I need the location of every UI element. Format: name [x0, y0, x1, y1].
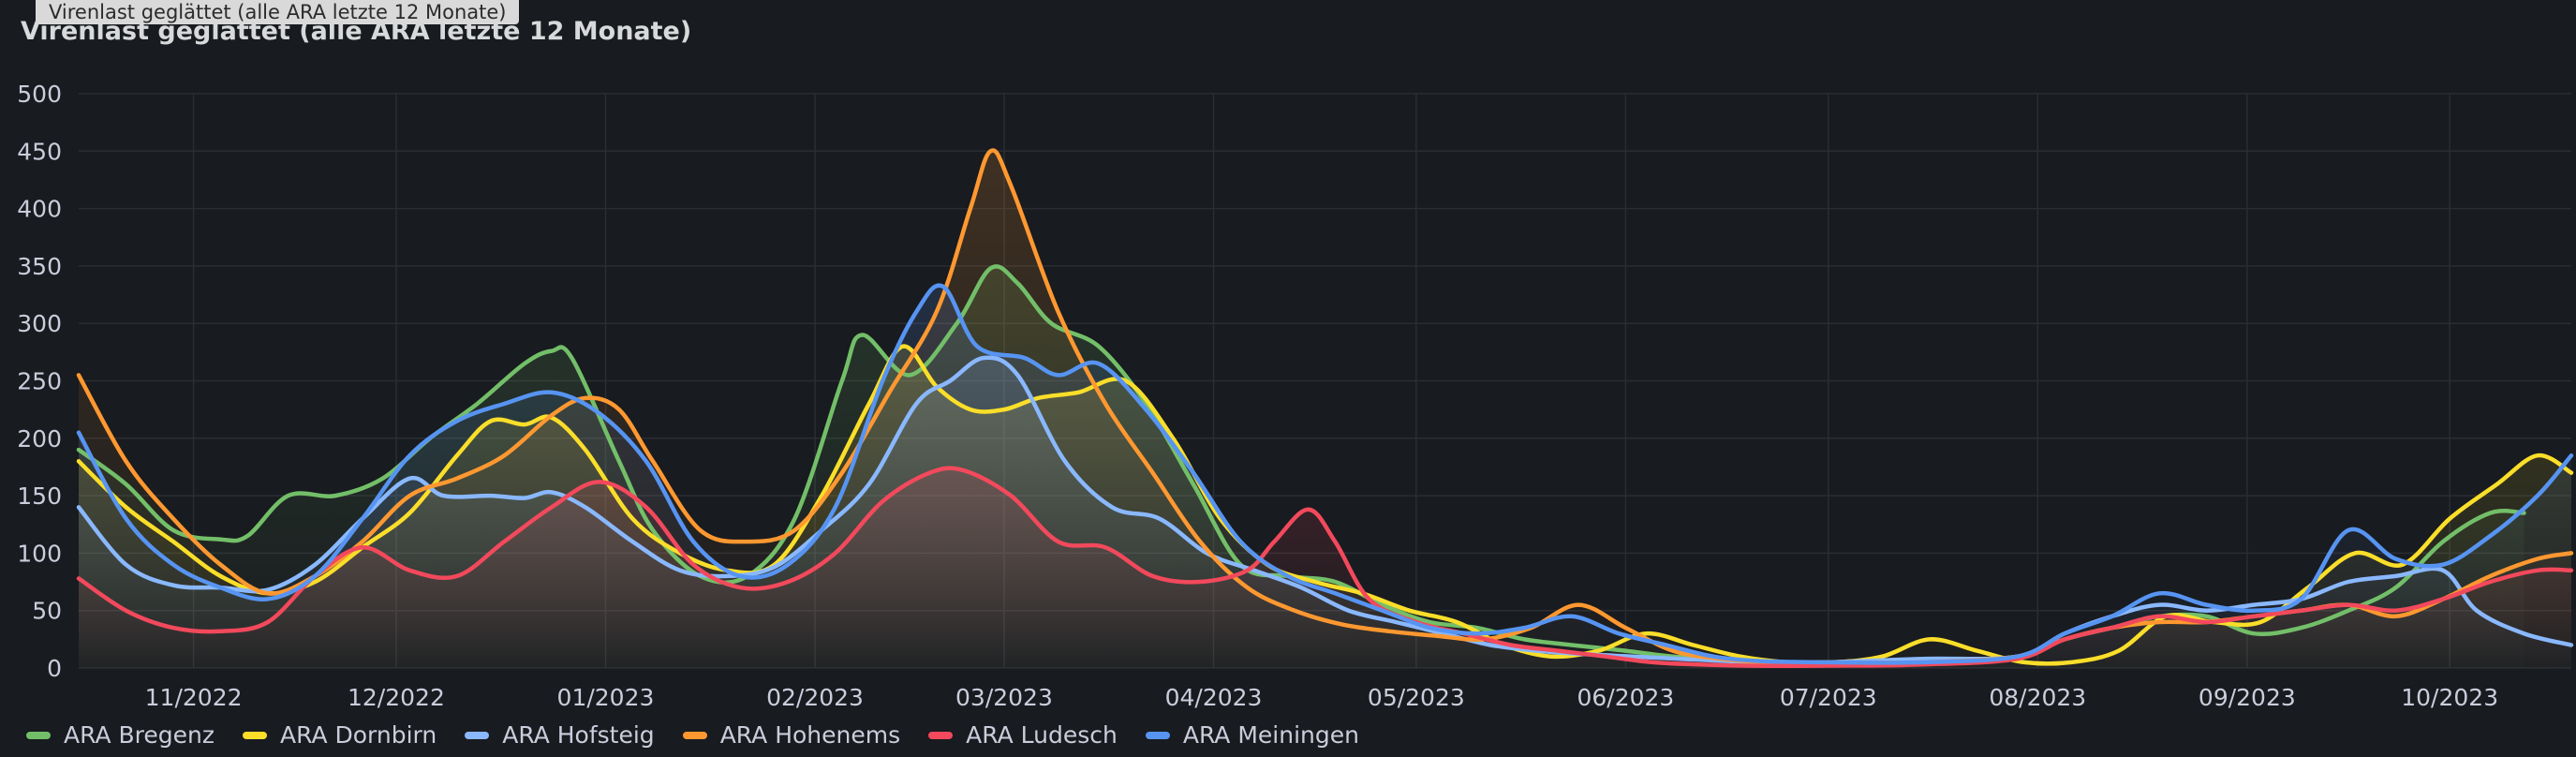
x-tick-4: 03/2023 — [955, 684, 1053, 711]
x-tick-2: 01/2023 — [557, 684, 655, 711]
legend-label-5: ARA Meiningen — [1182, 721, 1359, 749]
y-tick-3: 150 — [17, 482, 62, 510]
y-tick-1: 50 — [32, 598, 62, 625]
y-tick-6: 300 — [17, 310, 62, 337]
x-tick-9: 08/2023 — [1989, 684, 2086, 711]
legend-swatch-4 — [928, 731, 954, 739]
x-tick-6: 05/2023 — [1368, 684, 1465, 711]
line-chart[interactable]: 0 50 100 150 200 250 300 350 400 450 500 11/2022 12… — [0, 0, 2576, 721]
legend-label-2: ARA Hofsteig — [502, 721, 655, 749]
y-tick-5: 250 — [17, 368, 62, 395]
legend-item-2[interactable]: ARA Hofsteig — [465, 721, 655, 749]
legend-item-3[interactable]: ARA Hohenems — [682, 721, 901, 749]
y-axis-ticks: 0 50 100 150 200 250 300 350 400 450 500 — [17, 81, 62, 682]
x-tick-3: 02/2023 — [766, 684, 864, 711]
legend-swatch-2 — [465, 731, 490, 739]
legend-item-5[interactable]: ARA Meiningen — [1145, 721, 1359, 749]
y-tick-10: 500 — [17, 81, 62, 108]
chart-legend: ARA Bregenz ARA Dornbirn ARA Hofsteig ARA H… — [26, 721, 1359, 749]
legend-item-0[interactable]: ARA Bregenz — [26, 721, 215, 749]
x-axis-ticks: 11/2022 12/2022 01/2023 02/2023 03/2023 04/20… — [145, 684, 2498, 711]
series-line-5[interactable] — [76, 283, 2574, 665]
series-line-3[interactable] — [76, 148, 2574, 665]
legend-label-1: ARA Dornbirn — [280, 721, 437, 749]
y-tick-8: 400 — [17, 196, 62, 223]
legend-swatch-0 — [26, 731, 51, 739]
legend-item-1[interactable]: ARA Dornbirn — [243, 721, 437, 749]
series-line-4[interactable] — [76, 466, 2574, 668]
legend-label-0: ARA Bregenz — [64, 721, 215, 749]
y-tick-0: 0 — [47, 655, 62, 682]
legend-label-4: ARA Ludesch — [966, 721, 1118, 749]
x-tick-1: 12/2022 — [348, 684, 445, 711]
x-tick-11: 10/2023 — [2401, 684, 2498, 711]
x-tick-0: 11/2022 — [145, 684, 243, 711]
y-tick-7: 350 — [17, 253, 62, 280]
legend-label-3: ARA Hohenems — [719, 721, 901, 749]
legend-swatch-3 — [682, 731, 707, 739]
x-tick-8: 07/2023 — [1780, 684, 1877, 711]
series-area-3 — [79, 150, 2571, 668]
series-lines — [76, 148, 2574, 668]
legend-swatch-5 — [1145, 731, 1170, 739]
legend-item-4[interactable]: ARA Ludesch — [928, 721, 1118, 749]
legend-swatch-1 — [243, 731, 267, 739]
panel-title-tooltip: Virenlast geglättet (alle ARA letzte 12 … — [36, 0, 520, 24]
x-tick-7: 06/2023 — [1577, 684, 1674, 711]
x-tick-5: 04/2023 — [1165, 684, 1263, 711]
y-tick-4: 200 — [17, 425, 62, 453]
y-tick-9: 450 — [17, 138, 62, 165]
y-tick-2: 100 — [17, 540, 62, 567]
x-tick-10: 09/2023 — [2198, 684, 2296, 711]
